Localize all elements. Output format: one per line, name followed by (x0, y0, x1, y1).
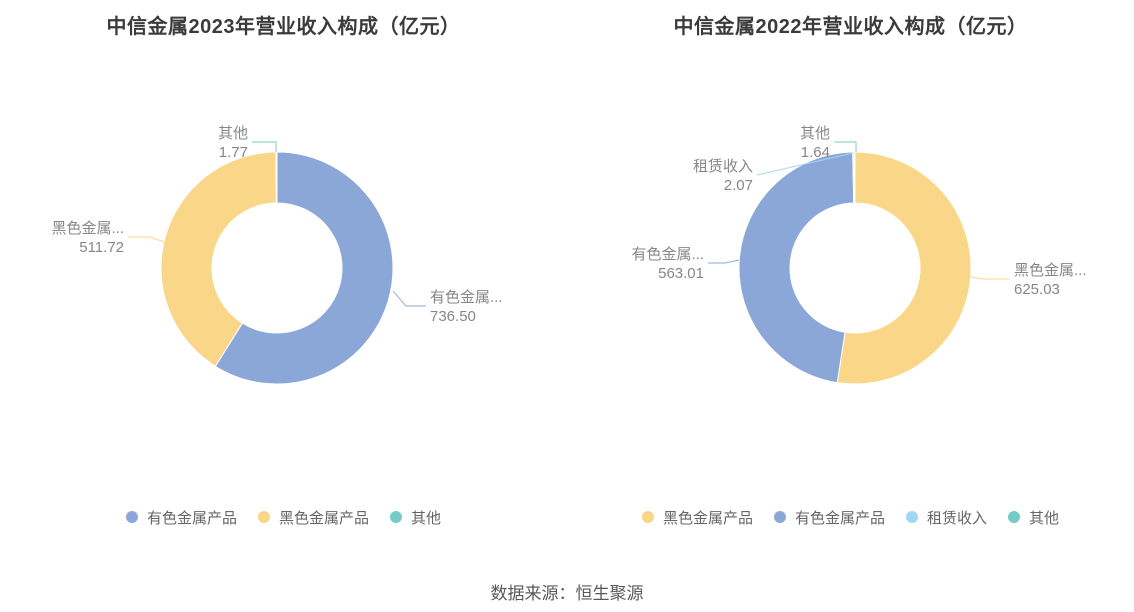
legend-item[interactable]: 有色金属产品 (125, 507, 237, 528)
legend-item[interactable]: 租赁收入 (906, 507, 987, 528)
callout-label-name: 其他 (800, 125, 830, 142)
callout-label-name: 有色金属... (430, 289, 503, 306)
donut-chart-2022[interactable]: 黑色金属... 625.03 有色金属... 563.01 租赁收入 2.07 其他 1.64 (567, 42, 1134, 502)
legend-label: 有色金属产品 (794, 509, 885, 527)
chart-title-2023: 中信金属2023年营业收入构成（亿元） (106, 16, 461, 38)
callout-label-value: 1.64 (801, 144, 830, 161)
legend-swatch-icon (773, 511, 786, 523)
legend-swatch-icon (1008, 511, 1021, 523)
pie-slice-2[interactable] (738, 151, 855, 384)
pie-slice-3[interactable] (275, 151, 278, 204)
legend-label: 其他 (411, 509, 442, 527)
legend-label: 租赁收入 (927, 509, 988, 527)
leader-line (392, 290, 426, 307)
callout-label-name: 黑色金属... (51, 220, 124, 237)
legend-item[interactable]: 黑色金属产品 (257, 507, 369, 528)
legend-item[interactable]: 黑色金属产品 (641, 507, 753, 528)
donut-chart-2023[interactable]: 有色金属... 736.50 黑色金属... 511.72 其他 1.77 (0, 42, 567, 502)
callout-label-name: 其他 (218, 125, 248, 142)
legend-swatch-icon (390, 511, 402, 523)
pie-slice-1[interactable] (836, 151, 972, 385)
leader-line (252, 141, 277, 152)
legend-label: 黑色金属产品 (662, 509, 753, 527)
legend-item[interactable]: 其他 (390, 507, 441, 528)
pie-slice-4[interactable] (853, 151, 856, 204)
legend-label: 其他 (1029, 509, 1060, 527)
legend-label: 黑色金属产品 (278, 509, 369, 527)
leader-line (756, 152, 854, 176)
legend-swatch-icon (906, 511, 918, 523)
legend-2022: 黑色金属产品 有色金属产品 租赁收入 其他 (567, 502, 1134, 532)
legend-swatch-icon (257, 511, 270, 523)
chart-panel-2023: 中信金属2023年营业收入构成（亿元） 有色金属... 736.50 黑色金属...… (0, 0, 567, 532)
callout-label-value: 625.03 (1014, 281, 1060, 298)
pie-slice-1[interactable] (214, 151, 394, 385)
pie-slice-2[interactable] (160, 151, 277, 367)
callout-label-name: 黑色金属... (1014, 262, 1087, 279)
legend-swatch-icon (125, 511, 138, 523)
callout-label-value: 2.07 (724, 177, 753, 194)
callout-label-value: 511.72 (79, 239, 124, 256)
data-source-note: 数据来源：恒生聚源 (490, 584, 644, 603)
leader-line (969, 276, 1010, 280)
leader-line (128, 236, 168, 244)
legend-label: 有色金属产品 (146, 509, 237, 527)
legend-item[interactable]: 其他 (1008, 507, 1059, 528)
legend-swatch-icon (641, 511, 654, 523)
legend-item[interactable]: 有色金属产品 (773, 507, 885, 528)
callout-label-value: 736.50 (430, 308, 476, 325)
callout-label-name: 租赁收入 (693, 158, 753, 175)
charts-row: 中信金属2023年营业收入构成（亿元） 有色金属... 736.50 黑色金属...… (0, 0, 1134, 532)
callout-label-value: 1.77 (219, 144, 248, 161)
leader-line (708, 259, 740, 264)
callout-label-value: 563.01 (658, 265, 704, 282)
callout-label-name: 有色金属... (631, 246, 704, 263)
leader-line (834, 141, 857, 152)
legend-2023: 有色金属产品 黑色金属产品 其他 (0, 502, 567, 532)
chart-panel-2022: 中信金属2022年营业收入构成（亿元） 黑色金属... 625.03 有色金属...… (567, 0, 1134, 532)
chart-title-2022: 中信金属2022年营业收入构成（亿元） (673, 16, 1028, 38)
